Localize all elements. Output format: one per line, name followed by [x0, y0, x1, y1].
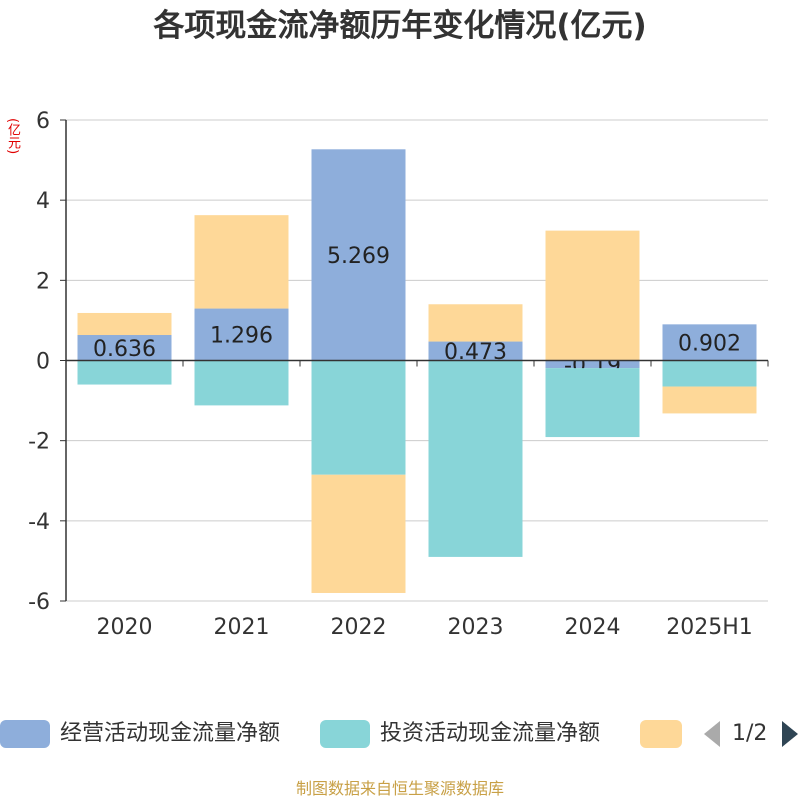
legend-label-investing: 投资活动现金流量净额 [380, 721, 601, 746]
bar-2024-series-0 [545, 360, 640, 369]
bar-2024-series-2 [545, 230, 640, 361]
y-tick-label: -6 [28, 590, 50, 615]
x-tick-label: 2021 [214, 615, 270, 640]
data-source-note: 制图数据来自恒生聚源数据库 [295, 779, 504, 798]
chart-canvas: -6-4-202460.63620201.29620215.26920220.4… [28, 109, 769, 640]
data-label: 0.636 [93, 337, 156, 362]
y-tick-label: -4 [28, 510, 50, 535]
y-tick-label: 6 [36, 109, 50, 134]
bar-2021-series-1 [194, 360, 289, 406]
bar-2023-series-0 [428, 341, 523, 361]
bar-2020-series-1 [77, 360, 172, 385]
y-axis-unit-label: (亿元) [5, 118, 20, 155]
bar-2021-series-2 [194, 215, 289, 309]
legend-page-indicator: 1/2 [732, 721, 768, 746]
bar-2020-series-2 [77, 312, 172, 336]
x-tick-label: 2025H1 [666, 615, 753, 640]
legend-label-operating: 经营活动现金流量净额 [60, 721, 281, 746]
x-tick-label: 2020 [97, 615, 153, 640]
legend-swatch-operating [0, 720, 50, 748]
y-tick-label: 4 [36, 189, 50, 214]
bar-2025H1-series-0 [662, 324, 757, 361]
x-tick-label: 2023 [448, 615, 504, 640]
bar-2025H1-series-1 [662, 360, 757, 387]
bar-2025H1-series-2 [662, 386, 757, 414]
data-label: 1.296 [210, 324, 273, 349]
legend-next-page-icon[interactable] [780, 720, 800, 748]
legend: 经营活动现金流量净额 投资活动现金流量净额 1/2 [0, 716, 800, 752]
y-tick-label: 2 [36, 269, 50, 294]
bar-2023-series-1 [428, 360, 523, 557]
bar-2022-series-2 [311, 474, 406, 593]
y-tick-label: 0 [36, 350, 50, 375]
chart-title: 各项现金流净额历年变化情况(亿元) [153, 8, 647, 44]
bar-2024-series-1 [545, 368, 640, 438]
legend-swatch-investing [320, 720, 370, 748]
legend-swatch-third [640, 720, 682, 748]
x-tick-label: 2022 [331, 615, 387, 640]
bar-2020-series-0 [77, 335, 172, 361]
bar-2021-series-0 [194, 308, 289, 361]
data-label: 5.269 [327, 244, 390, 269]
legend-prev-page-icon[interactable] [702, 720, 722, 748]
bar-2022-series-1 [311, 360, 406, 475]
y-tick-label: -2 [28, 430, 50, 455]
data-label: 0.902 [678, 331, 741, 356]
bar-2022-series-0 [311, 149, 406, 361]
x-tick-label: 2024 [565, 615, 621, 640]
bar-2023-series-2 [428, 304, 523, 342]
